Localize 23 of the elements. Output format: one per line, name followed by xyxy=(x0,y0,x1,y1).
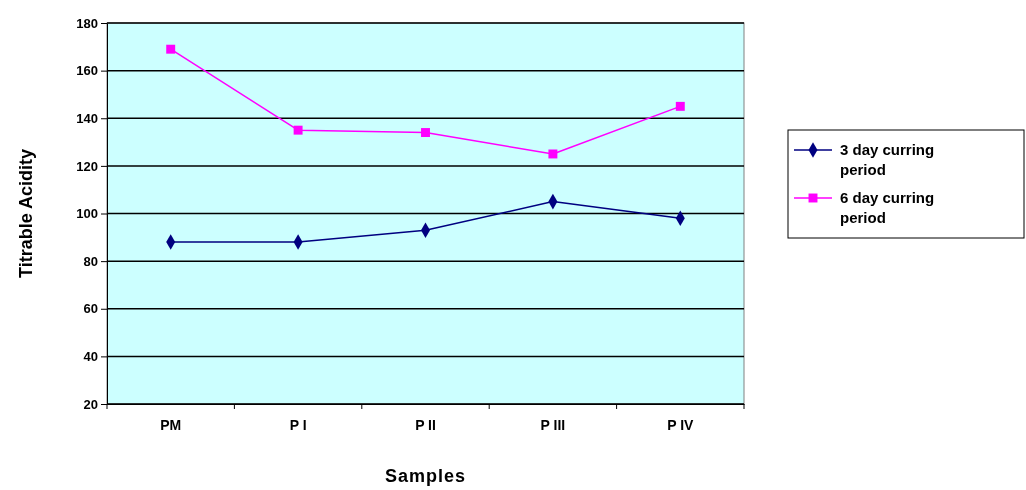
x-tick-label: P III xyxy=(540,416,566,433)
x-tick-label: P IV xyxy=(667,416,695,433)
y-tick-label: 80 xyxy=(83,253,98,269)
x-tick-label: PM xyxy=(160,416,182,433)
x-tick-label: P I xyxy=(289,416,307,433)
point xyxy=(675,101,685,111)
point xyxy=(421,128,430,138)
y-tick-label: 40 xyxy=(83,349,98,365)
point xyxy=(293,125,303,135)
x-tick-label: P II xyxy=(415,416,436,433)
y-axis-title: Titrable Acidity xyxy=(16,148,36,279)
x-axis-title: Samples xyxy=(384,466,467,486)
y-tick-label: 120 xyxy=(76,158,98,174)
legend-label: 3 day curring period xyxy=(840,141,935,178)
y-tick-label: 60 xyxy=(83,301,98,317)
point xyxy=(166,44,176,54)
y-tick-label: 20 xyxy=(83,396,98,412)
point xyxy=(548,149,558,159)
legend-label: 6 day curring period xyxy=(840,189,935,226)
y-tick-label: 180 xyxy=(76,15,98,31)
y-tick-label: 100 xyxy=(76,206,98,222)
y-tick-label: 140 xyxy=(76,110,98,126)
y-tick-label: 160 xyxy=(76,63,98,79)
